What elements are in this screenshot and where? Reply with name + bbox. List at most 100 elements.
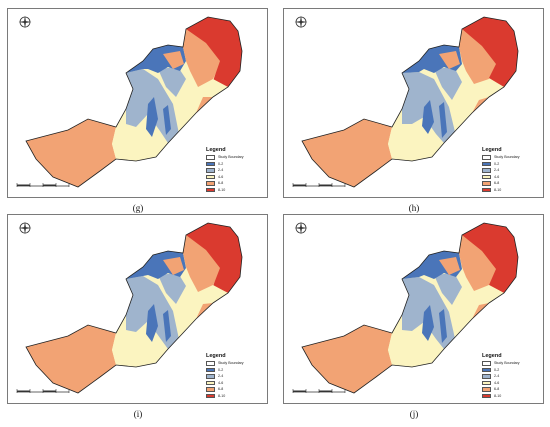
legend-swatch: [482, 393, 491, 398]
study-boundary: [301, 16, 519, 188]
study-boundary: [25, 16, 243, 188]
map-panel-g: Legend Study Boundary 0-2 2-4 4-6 6-8 8-10: [7, 8, 268, 198]
legend-item: 2-4: [206, 167, 266, 174]
map-region: [462, 17, 518, 87]
map-panel-i: Legend Study Boundary 0-2 2-4 4-6 6-8 8-10: [7, 214, 268, 404]
map-graphic: [25, 222, 243, 394]
legend-title: Legend: [482, 353, 502, 359]
map-region: [434, 273, 462, 305]
legend-item: 4-6: [206, 380, 266, 387]
legend-item-label: 6-8: [218, 387, 224, 392]
legend-item-label: 8-10: [494, 187, 502, 192]
map-classes: [302, 17, 518, 187]
scale-bar-icon: [292, 389, 346, 393]
legend-item-label: 8-10: [494, 393, 502, 398]
legend-swatch: [206, 387, 215, 392]
legend-item: 2-4: [482, 373, 542, 380]
compass-rose-icon: [294, 15, 308, 29]
map-graphic: [25, 16, 243, 188]
legend-item: Study Boundary: [206, 360, 266, 367]
legend-item-label: Study Boundary: [494, 155, 520, 160]
map-region: [459, 29, 499, 84]
legend-item: 8-10: [482, 187, 542, 194]
legend-item: 0-2: [206, 367, 266, 374]
compass-rose-icon: [18, 221, 32, 235]
legend-title: Legend: [206, 353, 226, 359]
map-graphic: [301, 16, 519, 188]
legend-swatch: [482, 380, 491, 385]
map-region: [183, 235, 223, 292]
legend-swatch: [482, 367, 491, 372]
map-classes: [26, 17, 242, 187]
legend-swatch: [482, 361, 491, 366]
legend-swatch: [482, 387, 491, 392]
legend-item-label: Study Boundary: [494, 361, 520, 366]
legend-title: Legend: [206, 147, 226, 153]
map-region: [203, 285, 228, 303]
legend-swatch: [482, 187, 491, 192]
legend-item: 4-6: [482, 380, 542, 387]
legend-swatch: [206, 181, 215, 186]
legend-item-label: 0-2: [218, 161, 224, 166]
map-legend: Legend Study Boundary 0-2 2-4 4-6 6-8 8-10: [206, 353, 266, 399]
map-region: [422, 100, 434, 134]
legend-swatch: [206, 174, 215, 179]
legend-swatch: [206, 168, 215, 173]
map-region: [203, 79, 228, 97]
legend-item: 8-10: [206, 187, 266, 194]
map-region: [422, 305, 434, 341]
map-region: [439, 309, 447, 343]
scale-bar-icon: [292, 183, 346, 187]
map-panel-h: Legend Study Boundary 0-2 2-4 4-6 6-8 8-10: [283, 8, 544, 198]
map-region: [163, 105, 171, 135]
panel-caption-j: (j): [409, 409, 419, 419]
panel-caption-i: (i): [133, 409, 143, 419]
map-region: [146, 304, 158, 342]
scale-bar-icon: [16, 183, 70, 187]
legend-item-label: Study Boundary: [218, 155, 244, 160]
legend-item: 0-2: [482, 367, 542, 374]
map-region: [158, 67, 186, 97]
map-region: [439, 257, 460, 275]
legend-item-label: 8-10: [218, 393, 226, 398]
legend-item-label: 0-2: [494, 161, 500, 166]
legend-swatch: [206, 155, 215, 160]
legend-swatch: [206, 187, 215, 192]
map-legend: Legend Study Boundary 0-2 2-4 4-6 6-8 8-10: [206, 147, 266, 193]
legend-swatch: [482, 374, 491, 379]
map-region: [186, 17, 242, 87]
map-region: [26, 119, 116, 187]
map-region: [479, 285, 504, 303]
legend-swatch: [206, 367, 215, 372]
legend-swatch: [206, 361, 215, 366]
legend-item: 0-2: [482, 161, 542, 168]
legend-swatch: [482, 155, 491, 160]
map-legend: Legend Study Boundary 0-2 2-4 4-6 6-8 8-10: [482, 147, 542, 193]
map-region: [158, 273, 186, 304]
legend-item-label: 0-2: [218, 367, 224, 372]
map-classes: [26, 223, 242, 393]
legend-item: 8-10: [482, 393, 542, 400]
legend-item: Study Boundary: [206, 154, 266, 161]
legend-item-label: 6-8: [218, 181, 224, 186]
legend-items: Study Boundary 0-2 2-4 4-6 6-8 8-10: [206, 360, 266, 399]
map-region: [302, 119, 392, 187]
legend-item-label: 4-6: [218, 174, 224, 179]
legend-swatch: [482, 168, 491, 173]
map-region: [163, 257, 184, 275]
map-region: [479, 79, 504, 97]
compass-rose-icon: [294, 221, 308, 235]
legend-swatch: [206, 380, 215, 385]
map-region: [163, 51, 184, 69]
map-region: [302, 325, 392, 393]
legend-swatch: [482, 174, 491, 179]
legend-item: 8-10: [206, 393, 266, 400]
map-region: [434, 67, 462, 100]
legend-item-label: 2-4: [494, 374, 500, 379]
map-panel-j: Legend Study Boundary 0-2 2-4 4-6 6-8 8-10: [283, 214, 544, 404]
map-region: [439, 51, 460, 69]
map-region: [146, 97, 158, 137]
legend-swatch: [206, 161, 215, 166]
map-legend: Legend Study Boundary 0-2 2-4 4-6 6-8 8-10: [482, 353, 542, 399]
legend-item: 0-2: [206, 161, 266, 168]
